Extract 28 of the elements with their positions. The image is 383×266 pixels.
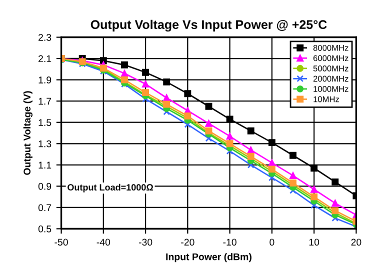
y-axis-title: Output Voltage (V) [23,91,32,175]
annotation: Output Load=1000Ω [68,184,154,192]
legend-label: 5000MHz [313,65,348,72]
y-tick-label: 2.3 [38,34,52,41]
x-axis-title: Input Power (dBm) [166,253,252,262]
legend-label: 8000MHz [313,44,348,51]
y-tick-label: 1.3 [38,140,52,148]
y-tick-label: 1.1 [38,162,52,168]
chart-title: Output Voltage Vs Input Power @ +25°C [90,20,327,32]
y-tick-label: 0.5 [38,225,52,232]
x-tick-label: 0 [270,238,274,246]
x-tick-label: -20 [181,238,194,246]
legend-label: 2000MHz [313,76,348,82]
legend-label: 1000MHz [314,86,348,92]
y-tick-label: 1.7 [38,98,52,105]
x-tick-label: -40 [96,238,110,246]
x-tick-label: 10 [309,238,320,246]
y-tick-label: 2.1 [38,55,52,62]
x-tick-label: -10 [223,238,236,246]
legend-label: 10MHz [314,96,340,102]
x-tick-label: -30 [138,238,152,246]
x-tick-label: -50 [54,238,68,246]
y-tick-label: 0.9 [38,182,52,190]
x-tick-label: 20 [351,238,362,246]
y-tick-label: 1.9 [38,76,52,84]
legend-label: 6000MHz [313,55,348,62]
y-tick-label: 1.5 [38,119,52,126]
y-tick-label: 0.7 [38,204,52,212]
